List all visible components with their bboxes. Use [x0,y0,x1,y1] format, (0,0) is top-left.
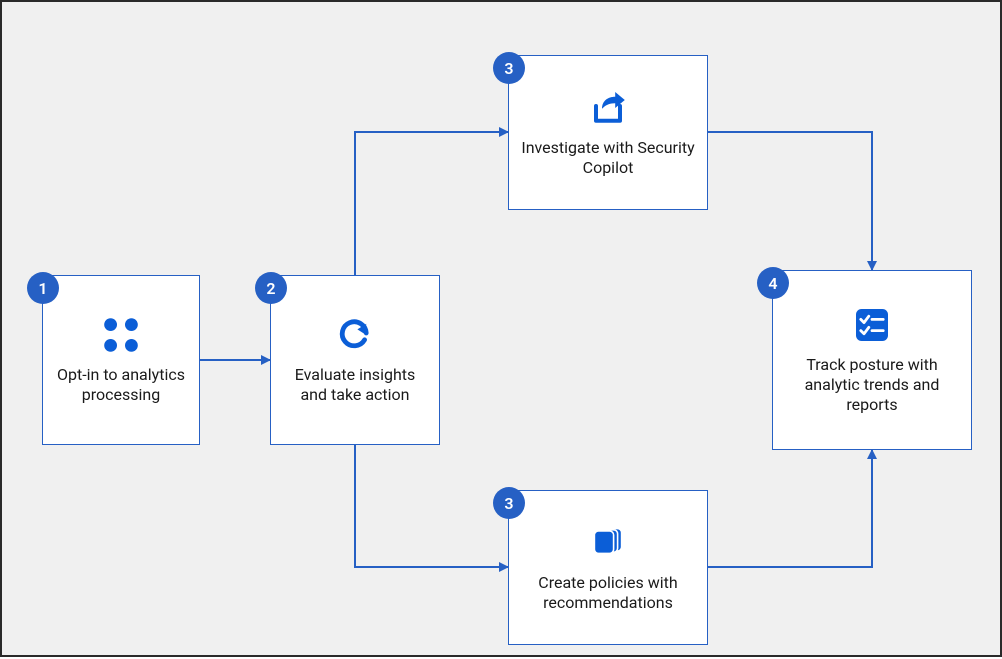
node-label: Evaluate insights and take action [281,365,429,405]
step-badge: 2 [255,272,287,304]
checklist-icon [852,305,892,345]
edge-n3b-n4 [708,450,872,567]
step-badge: 3 [493,487,525,519]
node-label: Create policies with recommendations [519,573,697,613]
step-badge: 1 [27,272,59,304]
stack-icon [588,523,628,563]
diagram-frame: Opt-in to analytics processing1Evaluate … [0,0,1002,657]
node-n3b: Create policies with recommendations3 [508,490,708,645]
refresh-icon [335,315,375,355]
node-label: Investigate with Security Copilot [519,138,697,178]
share-icon [588,88,628,128]
node-n3a: Investigate with Security Copilot3 [508,55,708,210]
node-n1: Opt-in to analytics processing1 [42,275,200,445]
edge-n2-n3b [355,445,508,567]
node-label: Opt-in to analytics processing [53,365,189,405]
node-n4: Track posture with analytic trends and r… [772,270,972,450]
node-label: Track posture with analytic trends and r… [783,355,961,415]
edge-n3a-n4 [708,132,872,270]
node-n2: Evaluate insights and take action2 [270,275,440,445]
edge-n2-n3a [355,132,508,275]
four-dots-icon [101,315,141,355]
step-badge: 4 [757,267,789,299]
step-badge: 3 [493,52,525,84]
